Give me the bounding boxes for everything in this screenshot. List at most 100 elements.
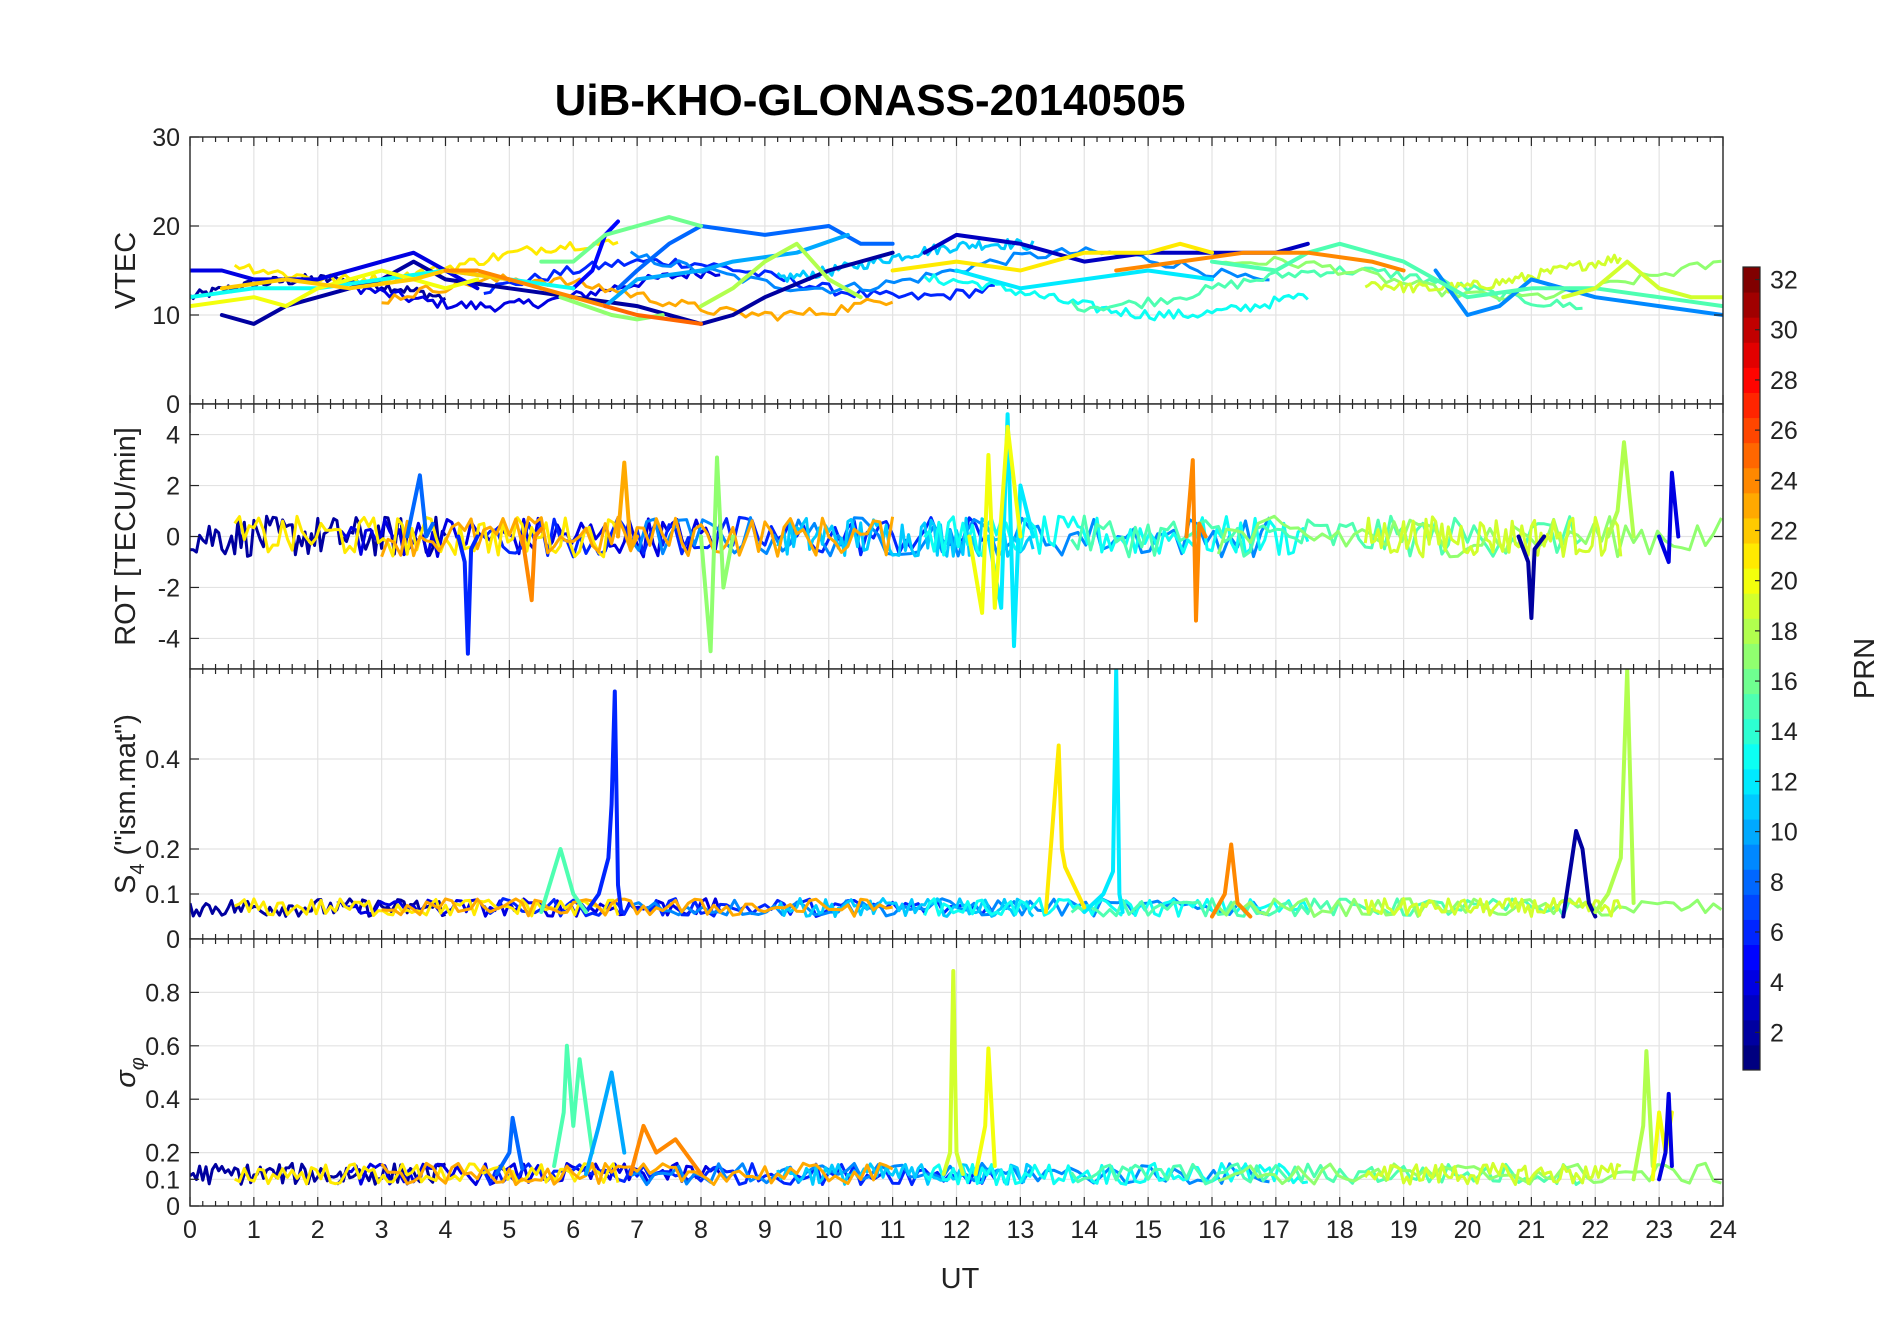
series-line-prn-20: [190, 268, 480, 309]
series-line-prn-23: [616, 460, 640, 552]
colorbar-tick-label: 24: [1770, 467, 1798, 495]
background-traces: [190, 1161, 1722, 1187]
colorbar-segment: [1743, 643, 1760, 669]
x-tick-label: 12: [943, 1216, 971, 1244]
x-tick-label: 22: [1581, 1216, 1609, 1244]
series-line-prn-15: [539, 847, 588, 914]
x-tick-label: 6: [566, 1216, 580, 1244]
y-tick-label: 4: [166, 422, 180, 450]
colorbar-tick-label: 20: [1770, 568, 1798, 596]
colorbar-segment: [1743, 668, 1760, 695]
series-line-prn-10: [584, 1070, 627, 1176]
background-trace: [1217, 1161, 1722, 1186]
series-line-prn-4: [1657, 1091, 1674, 1182]
x-tick-label: 19: [1390, 1216, 1418, 1244]
background-trace: [1070, 897, 1583, 918]
y-tick-label: 30: [152, 124, 180, 152]
y-tick-label: -2: [158, 574, 180, 602]
colorbar-segment: [1743, 693, 1760, 720]
x-tick-label: 18: [1326, 1216, 1354, 1244]
colorbar-tick-label: 22: [1770, 517, 1798, 545]
y-tick-label: 2: [166, 473, 180, 501]
colorbar-tick-label: 14: [1770, 718, 1798, 746]
series-line-prn-2: [1561, 829, 1598, 919]
y-tick-label: -4: [158, 625, 180, 653]
series-line-prn-24: [520, 526, 544, 603]
series-group: [190, 215, 1723, 326]
colorbar-tick-label: 4: [1770, 969, 1784, 997]
panel-1: 0 10 20 30 VTEC: [110, 124, 1724, 419]
colorbar-segment: [1743, 492, 1760, 519]
background-trace: [1218, 255, 1722, 301]
x-tick-labels: 0 1 2 3 4 5 6 7 8 9 10 11 12 13 14 15 16 17 18 19 20 21 22 23 24: [183, 1216, 1737, 1244]
colorbar-segment: [1743, 517, 1760, 544]
x-tick-label: 0: [183, 1216, 197, 1244]
colorbar-tick-label: 8: [1770, 869, 1784, 897]
series-line-prn-24: [443, 268, 608, 309]
chart-title: UiB-KHO-GLONASS-20140505: [555, 76, 1186, 125]
x-tick-label: 20: [1454, 1216, 1482, 1244]
series-line-prn-8: [494, 1115, 525, 1176]
colorbar-segment: [1743, 543, 1760, 569]
colorbar-segment: [1743, 844, 1760, 870]
x-tick-label: 8: [694, 1216, 708, 1244]
series-line-prn-6: [456, 534, 480, 656]
colorbar-segment: [1743, 417, 1760, 444]
colorbar-tick-label: 18: [1770, 618, 1798, 646]
colorbar-tick-label: 6: [1770, 919, 1784, 947]
colorbar-tick-label: 28: [1770, 367, 1798, 395]
panel-2: -4 -2 0 2 4 ROT [TECU/min]: [110, 403, 1724, 670]
y-tick-label: 0.4: [145, 746, 180, 774]
series-line-prn-21: [890, 241, 1214, 273]
colorbar-segment: [1743, 442, 1760, 469]
series-line-prn-19: [941, 969, 965, 1176]
y-tick-label: 0: [166, 391, 180, 419]
background-trace: [380, 1161, 894, 1187]
series-line-prn-12: [1082, 669, 1125, 914]
background-trace: [381, 897, 893, 918]
y-tick-label: 0: [166, 926, 180, 954]
colorbar-segment: [1743, 944, 1760, 971]
y-tick-label: 0: [166, 1193, 180, 1221]
colorbar-segment: [1743, 869, 1760, 895]
colorbar-segment: [1743, 919, 1760, 946]
colorbar-segment: [1743, 593, 1760, 619]
background-trace: [1363, 897, 1623, 918]
y-axis-label: S4 ("ism.mat"): [110, 714, 149, 894]
series-group: [494, 969, 1674, 1182]
series-line-prn-4: [190, 250, 480, 291]
series-line-prn-24: [1210, 842, 1253, 919]
series-line-prn-4: [1657, 470, 1681, 564]
colorbar-segment: [1743, 718, 1760, 745]
panel-3: 0 0.1 0.2 0.4S4 ("ism.mat"): [110, 668, 1724, 954]
colorbar-segment: [1743, 1044, 1760, 1071]
series-line-prn-10: [603, 232, 850, 309]
y-tick-label: 20: [152, 213, 180, 241]
background-trace: [1363, 1161, 1622, 1187]
y-tick-label: 10: [152, 302, 180, 330]
series-line-prn-20: [967, 424, 1023, 615]
series-line-prn-25: [603, 304, 703, 326]
background-trace: [1363, 515, 1623, 559]
x-tick-label: 15: [1134, 1216, 1162, 1244]
y-axis-label: ROT [TECU/min]: [110, 427, 142, 646]
background-trace: [380, 515, 895, 558]
x-tick-label: 10: [815, 1216, 843, 1244]
colorbar-segment: [1743, 969, 1760, 996]
colorbar-segment: [1743, 819, 1760, 845]
y-tick-label: 0.1: [145, 1166, 180, 1194]
series-line-prn-6: [584, 689, 624, 914]
y-tick-label: 0.6: [145, 1033, 180, 1061]
series-line-prn-24: [1184, 458, 1208, 623]
colorbar-segment: [1743, 768, 1760, 795]
y-tick-label: 0: [166, 524, 180, 552]
x-tick-label: 4: [439, 1216, 453, 1244]
series-line-prn-18: [1593, 669, 1636, 914]
series-line-prn-17: [699, 455, 735, 654]
background-trace: [1070, 514, 1584, 559]
x-tick-label: 1: [247, 1216, 261, 1244]
colorbar-segment: [1743, 392, 1760, 419]
colorbar-segment: [1743, 618, 1760, 644]
y-axis-label: σφ: [110, 1057, 149, 1088]
